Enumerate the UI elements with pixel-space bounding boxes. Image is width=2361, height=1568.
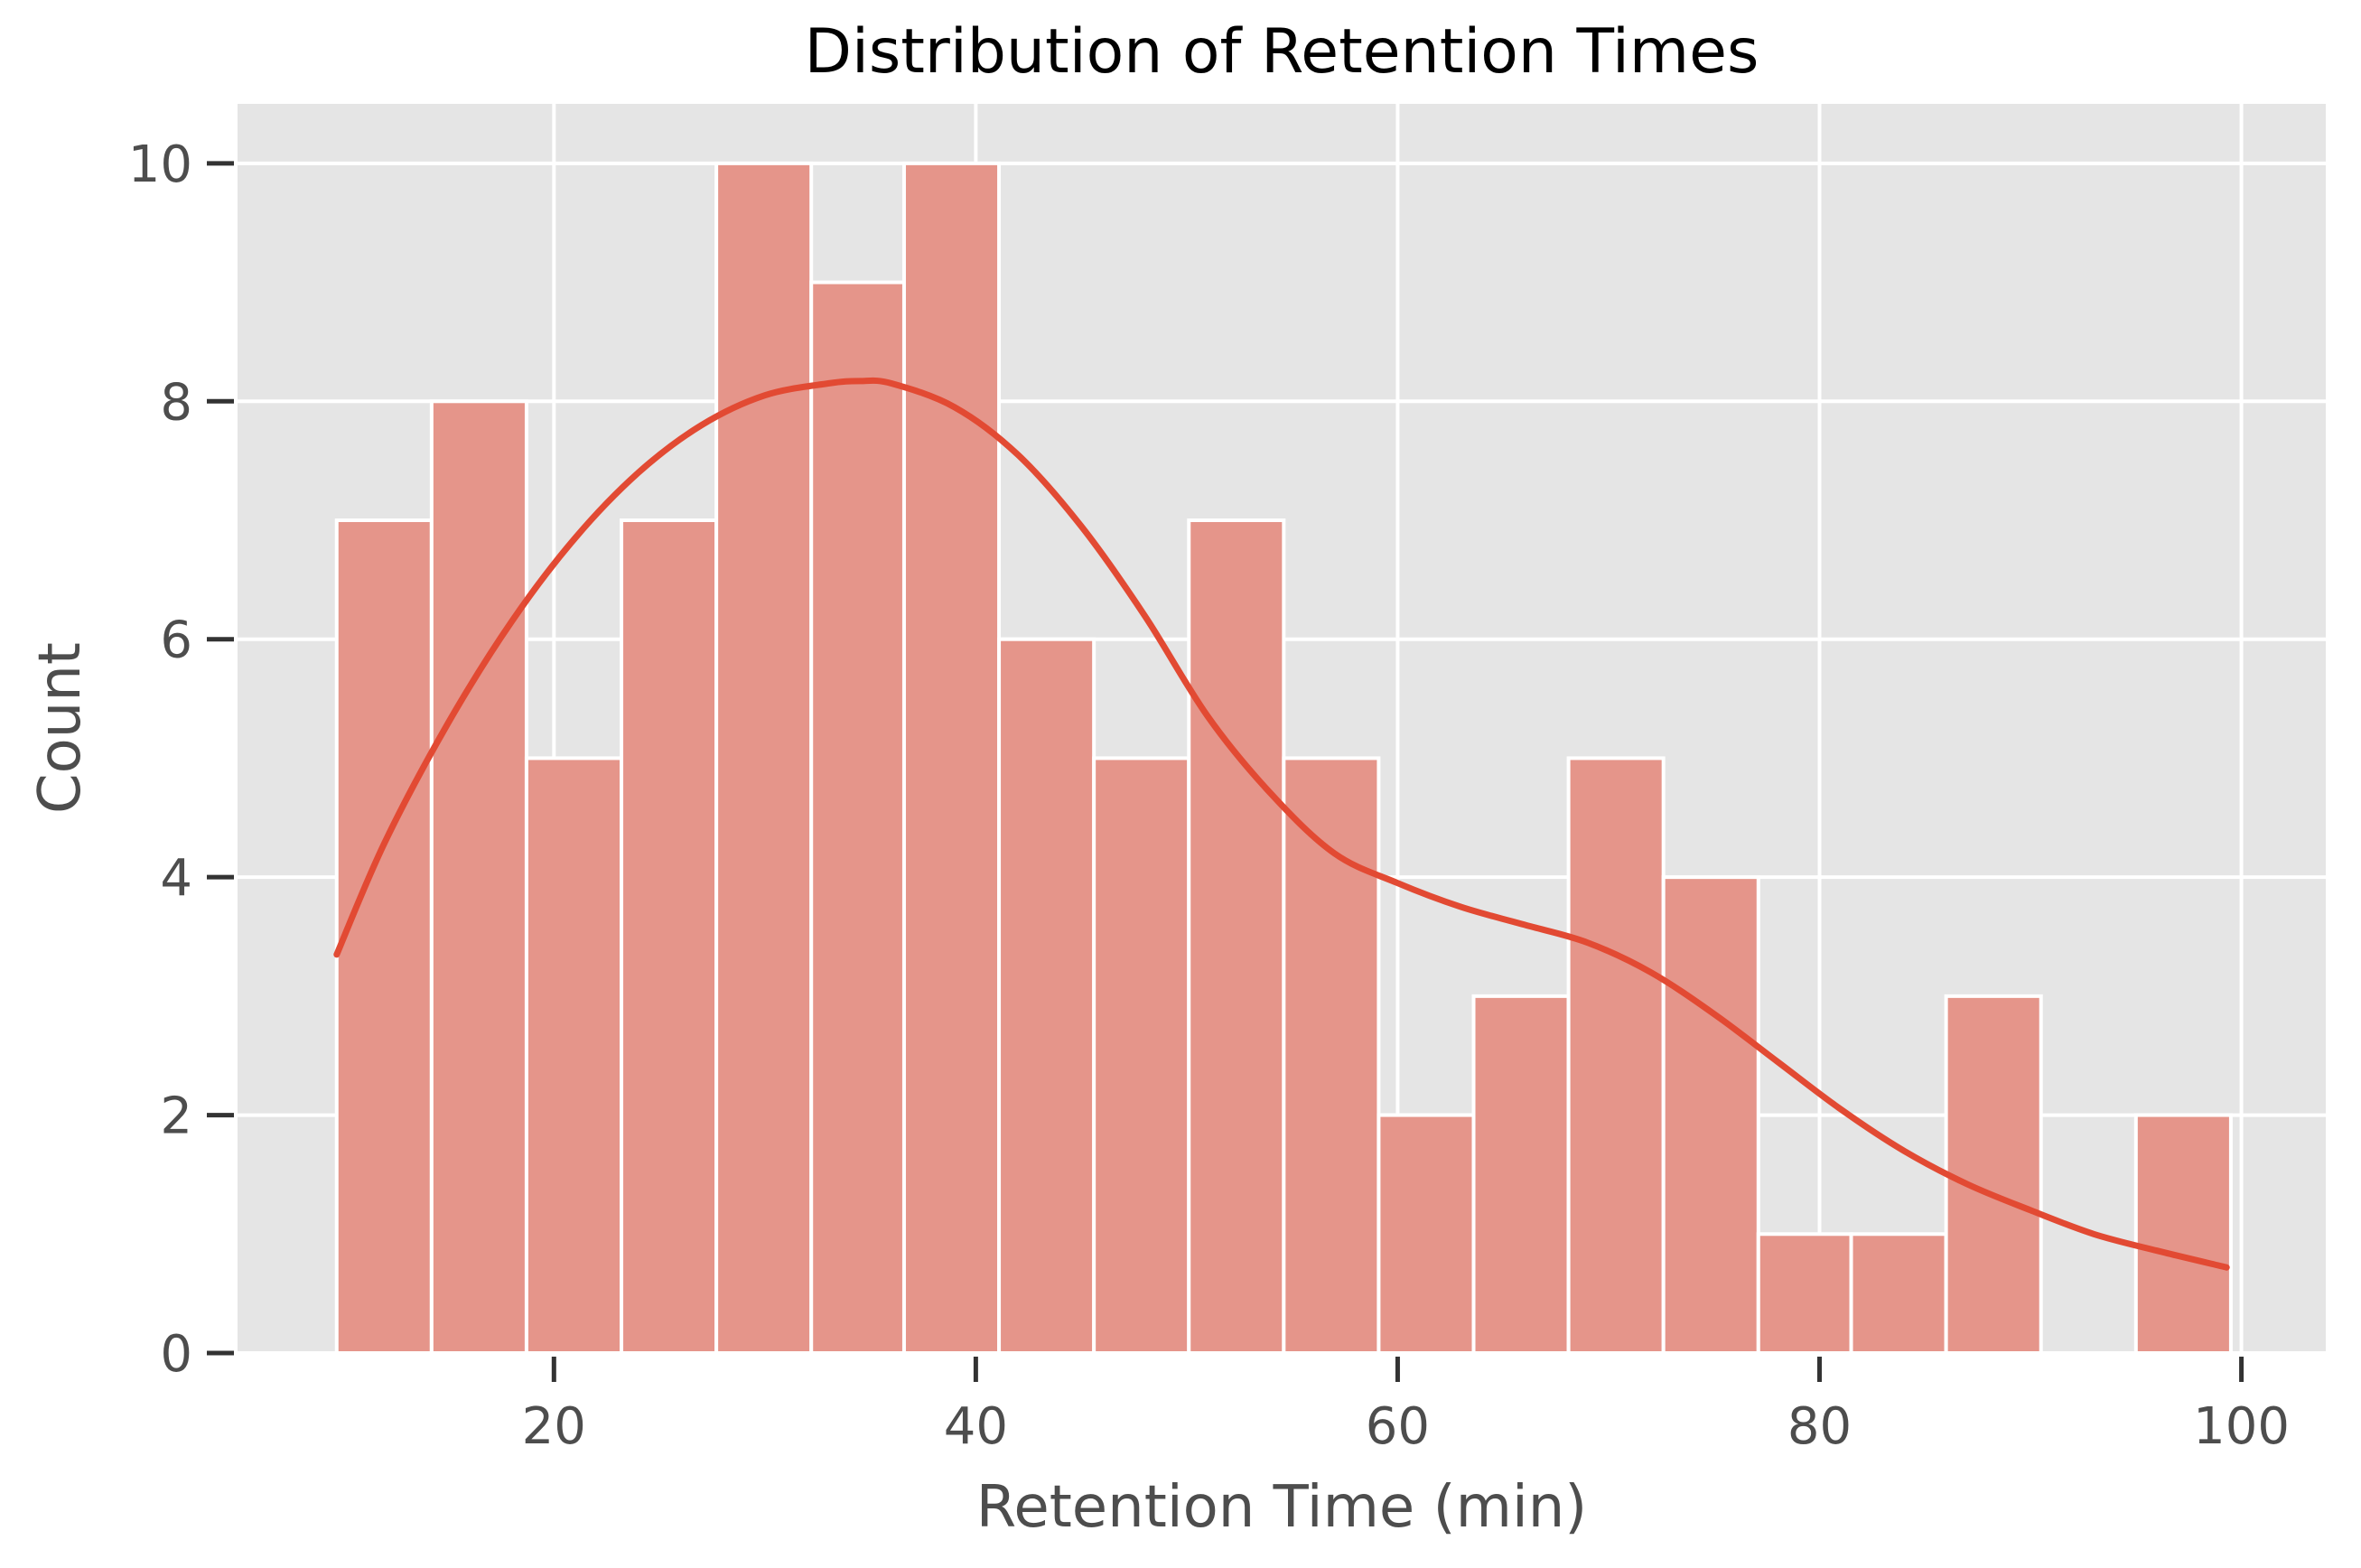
- histogram-bar: [1661, 875, 1760, 1355]
- y-tick-label: 0: [160, 1325, 192, 1384]
- histogram-bar: [901, 161, 1002, 1355]
- y-tick-label: 2: [160, 1087, 192, 1146]
- histogram-bar: [997, 637, 1097, 1355]
- histogram-bar: [429, 399, 528, 1355]
- x-axis-label: Retention Time (min): [976, 1474, 1588, 1541]
- histogram-bar: [1092, 756, 1191, 1355]
- histogram-bars: [334, 161, 2233, 1356]
- kde-curve: [333, 377, 2230, 1271]
- chart-title: Distribution of Retention Times: [805, 16, 1759, 88]
- x-tick-label: 40: [944, 1397, 1008, 1456]
- histogram-bar: [2133, 1113, 2233, 1355]
- y-axis-label: Count: [27, 642, 94, 814]
- histogram-bar: [1282, 756, 1381, 1355]
- histogram-bar: [1187, 518, 1286, 1355]
- y-axis-ticks: 0 2 4 6 8 10: [128, 135, 234, 1384]
- histogram-bar: [620, 518, 719, 1355]
- x-tick-label: 80: [1787, 1397, 1852, 1456]
- y-tick-label: 6: [160, 611, 192, 670]
- histogram-bar: [1471, 994, 1571, 1356]
- y-tick-label: 10: [128, 135, 192, 194]
- x-tick-label: 20: [522, 1397, 586, 1456]
- y-tick-label: 4: [160, 849, 192, 908]
- histogram-bar: [809, 280, 906, 1356]
- histogram-bar: [524, 756, 624, 1355]
- x-tick-label: 60: [1366, 1397, 1430, 1456]
- histogram-bar: [1376, 1113, 1476, 1355]
- histogram-bar: [1756, 1232, 1853, 1356]
- histogram-bar: [1566, 756, 1666, 1355]
- y-tick-label: 8: [160, 373, 192, 432]
- x-tick-label: 100: [2193, 1397, 2290, 1456]
- x-axis-ticks: 20 40 60 80 100: [522, 1357, 2290, 1456]
- histogram-bar: [1849, 1232, 1948, 1356]
- histogram-bar: [714, 161, 814, 1355]
- histogram-bar: [1944, 994, 2043, 1356]
- histogram-bar: [334, 518, 434, 1355]
